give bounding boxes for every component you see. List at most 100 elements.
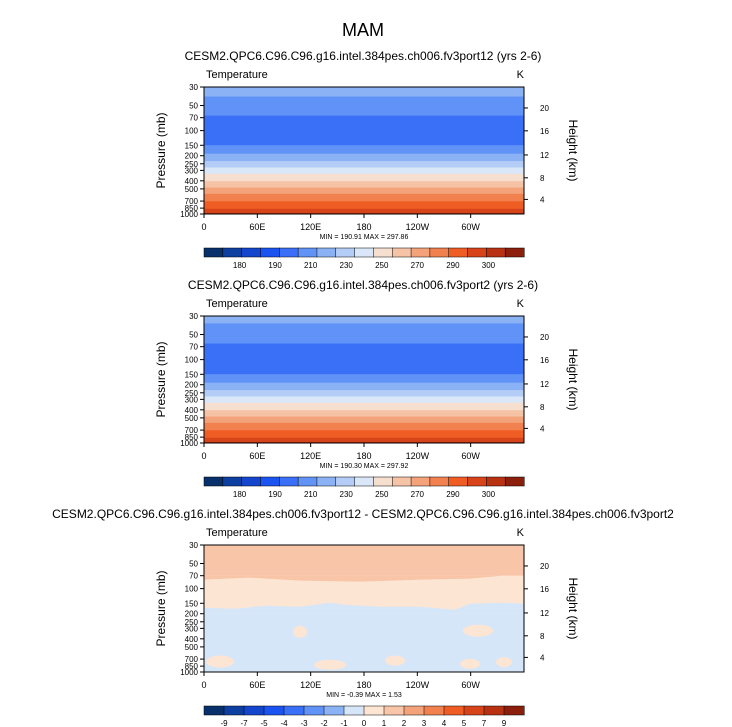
colorbar-label: 190: [268, 490, 282, 499]
y-tick-label: 100: [185, 585, 199, 594]
contour-band: [204, 440, 524, 443]
min-max-stats: MIN = 190.91 MAX = 297.86: [320, 234, 409, 241]
y-tick-label: 250: [185, 160, 199, 169]
contour-band: [204, 420, 524, 423]
contour-band: [204, 433, 524, 436]
colorbar-label: 2: [402, 719, 407, 727]
contour-band: [204, 98, 524, 101]
contour-band: [204, 398, 524, 401]
contour-band: [204, 387, 524, 390]
contour-band: [204, 359, 524, 361]
colorbar-label: -7: [240, 719, 248, 727]
contour-band: [204, 129, 524, 131]
x-tick-label: 120E: [300, 222, 321, 232]
contour-boundary: [204, 602, 524, 614]
contour-patch: [496, 657, 512, 668]
contour-band: [204, 414, 524, 416]
plot-area: [204, 316, 524, 444]
contour-patch: [314, 659, 346, 670]
contour-band: [204, 337, 524, 339]
colorbar-swatch: [486, 247, 506, 258]
x-tick-label: 180: [356, 680, 371, 690]
contour-band: [204, 182, 524, 184]
right-axis-label: Height (km): [566, 577, 580, 639]
contour-band: [204, 429, 524, 431]
colorbar-label: -5: [260, 719, 268, 727]
contour-band: [204, 189, 524, 192]
contour-band: [204, 157, 524, 160]
contour-band: [204, 183, 524, 185]
contour-band: [204, 364, 524, 367]
colorbar-label: 7: [482, 719, 487, 727]
contour-band: [204, 355, 524, 357]
contour-band: [204, 166, 524, 168]
contour-band: [204, 371, 524, 373]
colorbar-label: -1: [340, 719, 348, 727]
contour-band: [204, 318, 524, 320]
contour-band: [204, 200, 524, 202]
contour-band: [204, 202, 524, 204]
contour-band: [204, 363, 524, 366]
field-label: Temperature: [206, 298, 268, 310]
contour-band: [204, 408, 524, 410]
field-label: Temperature: [206, 69, 268, 81]
contour-patch: [460, 658, 480, 669]
contour-band: [204, 92, 524, 94]
contour-band: [204, 140, 524, 143]
panel-title: CESM2.QPC6.C96.C96.g16.intel.384pes.ch00…: [52, 507, 674, 521]
contour-band: [204, 316, 524, 318]
contour-band: [204, 349, 524, 352]
contour-band: [204, 137, 524, 140]
contour-band: [204, 135, 524, 138]
contour-band: [204, 344, 524, 347]
contour-band: [204, 322, 524, 324]
colorbar-label: 190: [268, 261, 282, 270]
contour-band: [204, 410, 524, 412]
contour-band: [204, 158, 524, 161]
contour-band: [204, 87, 524, 89]
contour-band: [204, 418, 524, 421]
colorbar-label: 4: [442, 719, 447, 727]
contour-patch: [206, 655, 234, 668]
contour-band: [204, 203, 524, 205]
contour-band: [204, 121, 524, 124]
height-tick-label: 16: [540, 356, 549, 365]
x-tick-label: 0: [201, 451, 206, 461]
contour-band: [204, 180, 524, 182]
contour-band: [204, 176, 524, 179]
height-tick-label: 8: [540, 632, 545, 641]
colorbar-swatch: [316, 247, 337, 258]
contour-band: [204, 106, 524, 108]
contour-band: [204, 163, 524, 165]
height-tick-label: 12: [540, 380, 549, 389]
y-tick-label: 400: [185, 635, 199, 644]
contour-band: [204, 110, 524, 112]
contour-band: [204, 134, 524, 137]
contour-band: [204, 436, 524, 439]
contour-band: [204, 395, 524, 397]
contour-band: [204, 102, 524, 105]
contour-band: [204, 153, 524, 156]
contour-band: [204, 89, 524, 91]
contour-band: [204, 97, 524, 100]
contour-band: [204, 345, 524, 348]
contour-band: [204, 422, 524, 425]
min-max-stats: MIN = 190.30 MAX = 297.92: [320, 463, 409, 470]
height-tick-label: 16: [540, 585, 549, 594]
contour-band: [204, 171, 524, 174]
contour-band: [204, 165, 524, 167]
contour-band: [204, 154, 524, 157]
x-tick-label: 120E: [300, 680, 321, 690]
height-tick-label: 12: [540, 151, 549, 160]
colorbar-swatch: [279, 247, 299, 258]
x-tick-label: 120W: [406, 680, 430, 690]
contour-band: [204, 160, 524, 162]
y-tick-label: 50: [189, 331, 198, 340]
height-tick-label: 20: [540, 562, 549, 571]
colorbar-swatch: [263, 705, 285, 716]
y-tick-label: 50: [189, 102, 198, 111]
colorbar-label: 250: [375, 490, 389, 499]
contour-band: [204, 178, 524, 180]
contour-band: [204, 397, 524, 400]
